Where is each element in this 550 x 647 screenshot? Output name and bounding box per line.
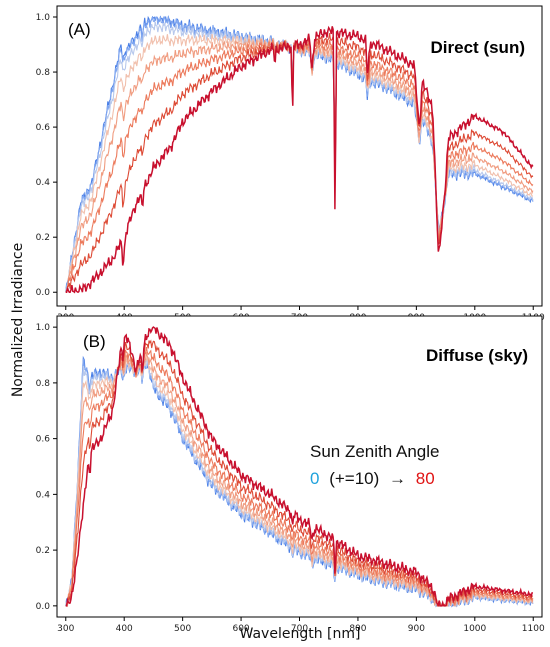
legend-title: Sun Zenith Angle: [310, 442, 439, 461]
panel-direct-y-ticks: 0.0 0.2 0.4 0.6 0.8 1.0: [36, 13, 57, 298]
legend-arrow-icon: →: [389, 469, 406, 488]
panel-diffuse: 300 400 500 600 700 800 900 1000 1100 0.00.20.40…: [36, 315, 545, 634]
panel-diffuse-series: [65, 326, 534, 608]
y-tick-label: 0.2: [36, 546, 50, 556]
panel-diffuse-y-ticks: 0.0 0.2 0.4 0.6 0.8 1.0: [36, 323, 57, 612]
x-tick-label: 900: [408, 624, 425, 634]
y-tick-label: 0.0: [36, 288, 51, 298]
x-tick-label: 500: [174, 624, 191, 634]
y-tick-label: 0.8: [36, 379, 51, 389]
panel-direct-title: Direct (sun): [431, 38, 525, 57]
legend-start: 0: [310, 469, 319, 488]
y-tick-label: 0.6: [36, 123, 51, 133]
x-tick-label: 1000: [463, 624, 486, 634]
series-line-sza-50: [65, 39, 534, 293]
x-tick-label: 300: [57, 624, 74, 634]
series-line-sza-60: [65, 33, 534, 293]
legend-step: (+=10): [329, 469, 379, 488]
x-tick-label: 600: [232, 624, 249, 634]
legend-range: 0 (+=10) → 80: [310, 469, 435, 488]
y-tick-label: 0.4: [36, 178, 51, 188]
y-axis-label: Normalized Irradiance: [10, 243, 26, 397]
panel-direct-label: (A): [68, 20, 91, 39]
panel-diffuse-title: Diffuse (sky): [426, 346, 528, 365]
y-tick-label: 0.4: [36, 490, 51, 500]
panel-diffuse-x-ticks: 300 400 500 600 700 800 900 1000 1100: [57, 617, 545, 634]
y-tick-label: 0.0: [36, 602, 51, 612]
series-line-sza-70: [65, 326, 534, 607]
legend-annotation: Sun Zenith Angle 0 (+=10) → 80: [310, 442, 439, 488]
x-tick-label: 1100: [522, 624, 545, 634]
x-axis-label: Wavelength [nm]: [240, 626, 361, 642]
y-tick-label: 0.2: [36, 233, 50, 243]
panel-diffuse-label: (B): [83, 332, 106, 351]
y-tick-label: 1.0: [36, 13, 51, 23]
x-tick-label: 700: [291, 624, 308, 634]
legend-end: 80: [416, 469, 435, 488]
panel-direct-series: [65, 15, 534, 294]
x-tick-label: 800: [349, 624, 366, 634]
x-tick-label: 400: [116, 624, 133, 634]
y-tick-label: 1.0: [36, 323, 51, 333]
series-line-sza-70: [65, 25, 534, 294]
y-tick-label: 0.6: [36, 435, 51, 445]
y-tick-label: 0.8: [36, 68, 51, 78]
